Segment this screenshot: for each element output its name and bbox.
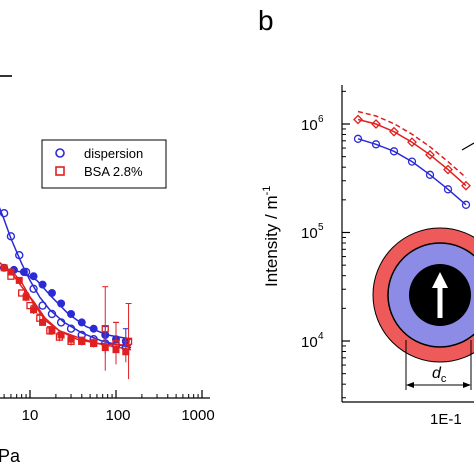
panel-b-point <box>443 164 453 175</box>
panel-b-point <box>353 114 363 125</box>
panel-a-fit-line <box>0 207 132 349</box>
panel-label-b: b <box>258 5 274 36</box>
panel-a-point <box>57 299 66 308</box>
panel-a: 10 100 1000 Pa dispersion BSA 2.8% <box>0 75 215 466</box>
panel-b-dashed-line <box>357 110 467 179</box>
panel-b-marks <box>353 110 474 209</box>
panel-b-point <box>425 170 435 179</box>
panel-a-point <box>15 250 24 260</box>
panel-a-point <box>29 284 38 293</box>
panel-a-point <box>112 346 120 354</box>
panel-a-legend: dispersion BSA 2.8% <box>41 139 167 189</box>
panel-a-point <box>0 209 9 218</box>
legend-frame <box>41 139 167 189</box>
legend-label-bsa: BSA 2.8% <box>84 164 143 179</box>
panel-b-ytick-label-1e5: 10 5 <box>301 222 324 242</box>
panel-a-point <box>30 306 38 314</box>
panel-b-point <box>389 147 399 156</box>
panel-a-marks <box>0 207 133 380</box>
panel-a-point <box>47 289 56 297</box>
panel-b-point <box>425 149 435 160</box>
legend-marker-bsa <box>55 166 65 176</box>
up-arrow-head-icon <box>432 272 448 288</box>
panel-a-point <box>19 268 28 276</box>
panel-b-point <box>407 137 417 148</box>
svg-text:6: 6 <box>318 114 324 125</box>
panel-a-point <box>90 339 98 347</box>
dim-arrow-right-head <box>463 382 471 388</box>
panel-a-xtick-label-1000: 1000 <box>181 407 214 424</box>
panel-b-ytick-label-1e6: 10 6 <box>301 114 324 134</box>
dim-arrow-left-head <box>406 382 414 388</box>
panel-b-annotation-arrow <box>461 142 474 151</box>
panel-a-point <box>101 344 109 352</box>
dim-label-dc: dc <box>432 365 447 385</box>
panel-b-point <box>353 134 363 143</box>
panel-b-ylabel: Intensity / m-1 <box>261 186 281 287</box>
legend-marker-dispersion <box>55 148 65 158</box>
panel-a-xlabel: Pa <box>0 446 21 466</box>
panel-a-point <box>39 318 47 326</box>
panel-a-point <box>89 324 98 333</box>
panel-b-point <box>461 180 471 191</box>
panel-a-point <box>6 232 16 241</box>
panel-b-y-ticks <box>342 90 350 399</box>
panel-b-point <box>461 200 471 209</box>
svg-text:10: 10 <box>301 225 318 242</box>
panel-a-point <box>38 301 47 310</box>
panel-a-point <box>29 272 38 281</box>
panel-a-point <box>22 293 30 301</box>
panel-b-ytick-label-1e4: 10 4 <box>301 331 324 351</box>
panel-a-point <box>47 309 57 319</box>
sphere-inset: dc <box>372 227 474 390</box>
panel-b-point <box>371 119 381 129</box>
panel-b-line-red <box>357 118 467 187</box>
panel-a-point <box>7 268 15 276</box>
panel-a-point <box>78 337 86 345</box>
panel-b: b Intensity / m-1 10 6 10 5 10 4 1E-1 <box>258 5 474 428</box>
panel-a-point <box>67 310 76 318</box>
panel-a-point <box>101 325 109 333</box>
panel-a-point <box>66 324 76 333</box>
panel-a-xtick-label-10: 10 <box>22 407 39 424</box>
svg-text:10: 10 <box>301 334 318 351</box>
panel-b-xtick-label: 1E-1 <box>430 411 462 428</box>
panel-b-line-blue <box>357 138 467 206</box>
panel-a-point <box>15 276 23 284</box>
svg-text:5: 5 <box>318 222 324 233</box>
svg-text:10: 10 <box>301 117 318 134</box>
svg-text:4: 4 <box>318 331 324 342</box>
panel-a-point <box>57 331 65 339</box>
panel-a-point <box>38 280 47 289</box>
panel-a-point <box>122 348 130 356</box>
panel-a-point <box>77 318 86 327</box>
panel-a-point <box>48 327 56 335</box>
panel-a-xtick-label-100: 100 <box>105 407 130 424</box>
panel-b-point <box>407 157 417 166</box>
panel-b-point <box>371 140 381 149</box>
panel-b-point <box>443 185 453 194</box>
legend-label-dispersion: dispersion <box>84 146 143 161</box>
panel-a-point <box>56 318 66 327</box>
panel-a-point <box>0 264 8 272</box>
panel-b-point <box>389 126 399 137</box>
panel-a-point <box>67 335 75 343</box>
panel-a-x-ticks <box>3 390 203 398</box>
